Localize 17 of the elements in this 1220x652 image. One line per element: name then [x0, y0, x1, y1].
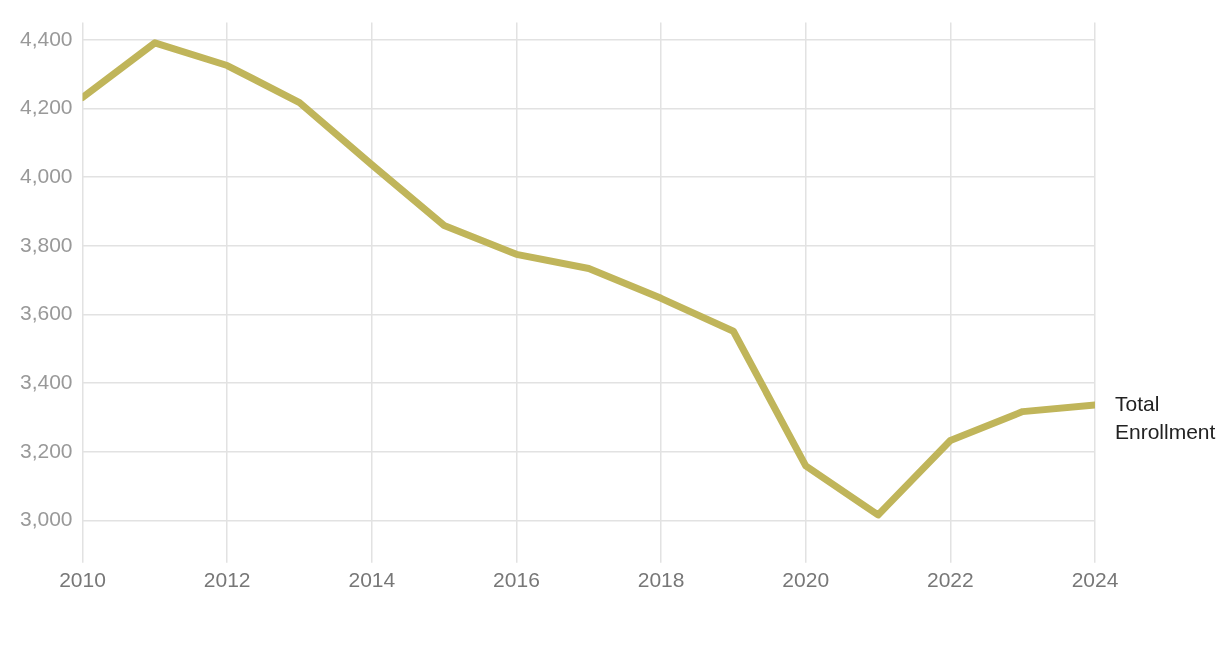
- x-tick-label: 2016: [493, 568, 540, 592]
- y-tick-label: 3,400: [19, 369, 73, 393]
- x-tick-label: 2012: [203, 568, 251, 592]
- y-tick-label: 4,200: [19, 95, 73, 119]
- y-tick-label: 3,000: [19, 507, 73, 531]
- series-label: Total Enrollment: [1115, 391, 1216, 443]
- y-tick-label: 3,600: [19, 301, 73, 325]
- x-tick-label: 2024: [1071, 568, 1119, 592]
- x-tick-label: 2010: [59, 568, 106, 592]
- x-tick-label: 2018: [637, 568, 685, 592]
- y-tick-label: 3,200: [19, 438, 73, 462]
- x-tick-label: 2014: [348, 568, 396, 592]
- x-tick-label: 2020: [782, 568, 830, 592]
- y-tick-label: 4,000: [19, 163, 73, 187]
- y-tick-label: 3,800: [19, 232, 73, 256]
- x-tick-label: 2022: [927, 568, 974, 592]
- y-tick-label: 4,400: [19, 26, 73, 50]
